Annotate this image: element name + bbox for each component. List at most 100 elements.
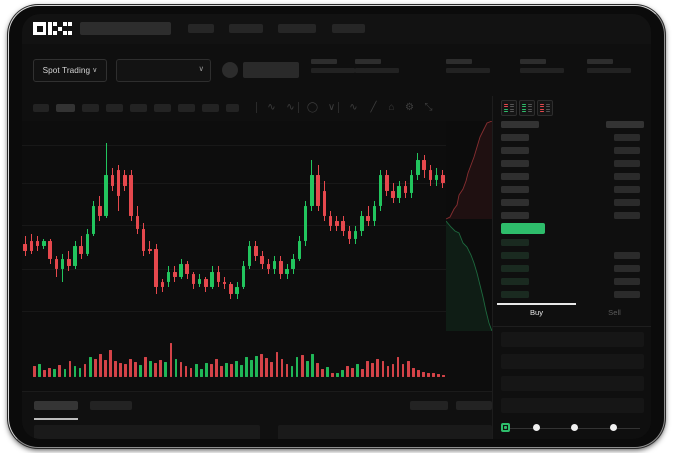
slider-stop-25[interactable]: [533, 424, 540, 431]
candle-body: [29, 241, 34, 252]
fullscreen-icon[interactable]: ⤡: [424, 102, 433, 113]
timeframe-chip-9[interactable]: [226, 104, 239, 112]
candle-body: [316, 175, 320, 206]
candle-wick: [149, 241, 151, 254]
orderbook-ask-row[interactable]: [501, 134, 529, 141]
alert-icon[interactable]: ⌂: [388, 102, 395, 113]
tab-sell[interactable]: Sell: [608, 308, 621, 317]
orderbook-last-price-row: [501, 223, 545, 234]
order-fee-row[interactable]: [501, 398, 644, 413]
slider-stop-75[interactable]: [610, 424, 617, 431]
volume-bar: [93, 359, 97, 377]
depth-asks-line: [446, 121, 492, 220]
market-depth-overlay: [446, 121, 492, 331]
market-subheader: Spot Trading ∨ ∨: [22, 44, 651, 97]
volume-bar: [209, 364, 213, 377]
orderbook-ask-size: [614, 134, 640, 141]
templates-icon[interactable]: ◯: [306, 102, 319, 113]
orderbook-bid-row[interactable]: [501, 291, 529, 298]
volume-bar: [411, 368, 415, 377]
tab-buy[interactable]: Buy: [529, 308, 544, 317]
market-type-dropdown[interactable]: Spot Trading ∨: [33, 59, 107, 82]
candle-body: [73, 246, 77, 267]
order-total-field[interactable]: [501, 376, 644, 391]
slider-stop-50[interactable]: [571, 424, 578, 431]
nav-item-1[interactable]: [188, 24, 214, 33]
nav-item-3[interactable]: [278, 24, 316, 33]
bottom-action-1[interactable]: [410, 401, 448, 410]
compare-icon[interactable]: ∿: [286, 102, 295, 113]
tab-open-orders[interactable]: [34, 401, 78, 410]
orderbook-ask-row[interactable]: [501, 212, 529, 219]
candle-body: [291, 258, 295, 269]
candle-body: [353, 231, 358, 239]
orderbook-bid-row[interactable]: [501, 252, 529, 259]
tab-order-history[interactable]: [90, 401, 132, 410]
depth-bids-line: [446, 220, 492, 331]
candle-body: [341, 220, 345, 232]
order-price-field[interactable]: [501, 332, 644, 347]
order-amount-slider[interactable]: [501, 422, 644, 434]
volume-bar: [113, 360, 117, 377]
orderbook-bid-row[interactable]: [501, 239, 529, 246]
orderbook-ask-row[interactable]: [501, 160, 529, 167]
chart-gridline: [22, 269, 492, 270]
indicators-icon[interactable]: ∿: [267, 102, 276, 113]
search-input[interactable]: [80, 22, 171, 35]
orderbook-ask-size: [614, 160, 640, 167]
candle-body: [279, 261, 283, 274]
volume-bar: [119, 362, 122, 377]
candle-body: [23, 243, 27, 252]
line-chart-icon[interactable]: ∿: [349, 102, 358, 113]
candle-body: [303, 205, 308, 242]
timeframe-chip-6[interactable]: [154, 104, 171, 112]
orderbook-ask-row[interactable]: [501, 186, 529, 193]
candle-body: [335, 220, 339, 226]
orderbook-ask-size: [614, 212, 640, 219]
timeframe-chip-5[interactable]: [130, 104, 147, 112]
volume-bar: [391, 363, 395, 377]
candle-body: [216, 271, 221, 282]
orderbook-mode-bids[interactable]: [519, 100, 535, 116]
settings-icon[interactable]: ⚙: [405, 102, 414, 113]
order-amount-field[interactable]: [501, 354, 644, 369]
orderbook-col-header-size: [606, 121, 644, 128]
timeframe-chip-2[interactable]: [56, 104, 75, 112]
volume-bar: [341, 369, 344, 377]
orderbook-bid-row[interactable]: [501, 278, 529, 285]
orders-table-panel[interactable]: [34, 425, 260, 439]
timeframe-chip-3[interactable]: [82, 104, 99, 112]
timeframe-chip-4[interactable]: [106, 104, 123, 112]
okx-logo[interactable]: [33, 22, 73, 35]
candle-body: [272, 261, 277, 269]
price-chart[interactable]: [22, 121, 492, 331]
depth-chart-svg: [446, 121, 492, 331]
orderbook-ask-row[interactable]: [501, 147, 529, 154]
nav-item-4[interactable]: [332, 24, 365, 33]
volume-bar: [194, 364, 198, 377]
orderbook-mode-asks[interactable]: [537, 100, 553, 116]
bottom-action-2[interactable]: [456, 401, 492, 410]
nav-item-2[interactable]: [229, 24, 263, 33]
drawing-tools-icon[interactable]: ╱: [370, 102, 377, 113]
orderbook-mode-both[interactable]: [501, 100, 517, 116]
timeframe-chip-8[interactable]: [202, 104, 219, 112]
orderbook-ask-row[interactable]: [501, 173, 529, 180]
candle-body: [179, 263, 183, 277]
orderbook-bid-row[interactable]: [501, 265, 529, 272]
volume-bar: [310, 353, 314, 377]
assets-panel[interactable]: [278, 425, 492, 439]
candle-body: [385, 175, 389, 191]
orderbook-ask-row[interactable]: [501, 199, 529, 206]
chart-toolbar: ∿ ∿ ◯ ∨ ∿ ╱ ⌂ ⚙ ⤡: [22, 96, 492, 122]
candle-body: [310, 175, 314, 206]
volume-bar: [98, 353, 102, 377]
timeframe-chip-1[interactable]: [33, 104, 49, 112]
orderbook-rows[interactable]: [493, 121, 651, 301]
slider-handle[interactable]: [501, 423, 510, 432]
candle-body: [123, 175, 127, 186]
chart-type-icon[interactable]: ∨: [327, 102, 336, 113]
trading-pair-select[interactable]: ∨: [116, 59, 211, 82]
chart-gridline: [22, 183, 492, 184]
timeframe-chip-7[interactable]: [178, 104, 195, 112]
